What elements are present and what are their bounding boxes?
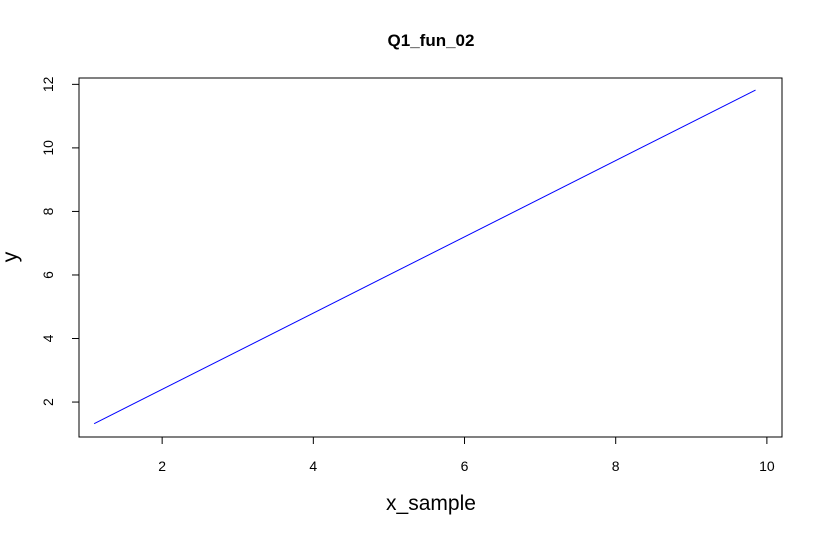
series-group (93, 89, 756, 425)
y-tick-label: 10 (40, 140, 56, 156)
x-tick-label: 6 (461, 458, 469, 474)
y-tick-label: 8 (40, 207, 56, 215)
y-tick-label: 4 (40, 334, 56, 342)
plot-area-frame (78, 77, 783, 438)
y-tick-label: 12 (40, 76, 56, 92)
series-line-y (93, 89, 756, 425)
x-axis-label: x_sample (386, 492, 476, 515)
x-tick-label: 4 (309, 458, 317, 474)
y-axis: 2 4 6 8 10 12 (40, 76, 79, 406)
x-tick-label: 10 (759, 458, 775, 474)
y-axis-label: y (0, 251, 22, 262)
x-axis: 2 4 6 8 10 (158, 437, 775, 474)
x-tick-label: 8 (612, 458, 620, 474)
x-tick-label: 2 (158, 458, 166, 474)
y-tick-label: 2 (40, 398, 56, 406)
y-tick-label: 6 (40, 271, 56, 279)
chart-title: Q1_fun_02 (388, 31, 475, 50)
